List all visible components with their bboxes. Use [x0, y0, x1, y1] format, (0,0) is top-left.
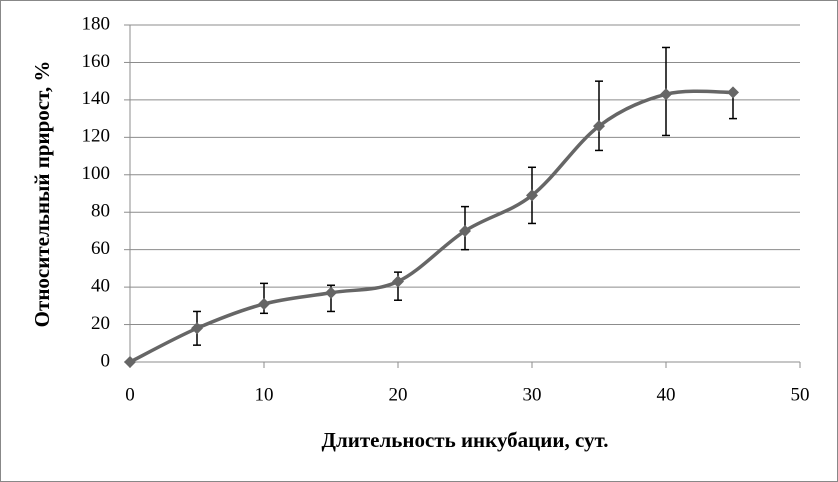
y-tick-label: 20 — [91, 313, 110, 334]
marker — [392, 275, 404, 288]
x-tick-label: 10 — [255, 384, 274, 405]
y-tick-label: 180 — [82, 13, 111, 34]
error-bar — [595, 80, 603, 152]
marker — [325, 286, 337, 299]
marker — [258, 297, 270, 310]
marker — [593, 120, 605, 133]
x-tick-label: 0 — [125, 384, 135, 405]
data-line — [129, 89, 734, 364]
y-tick-label: 0 — [101, 350, 111, 371]
marker — [727, 86, 739, 99]
x-tick-label: 30 — [523, 384, 542, 405]
x-tick-label: 40 — [657, 384, 676, 405]
y-tick-label: 60 — [91, 238, 110, 259]
y-tick-label: 160 — [82, 51, 111, 72]
y-tick-label: 40 — [91, 275, 110, 296]
marker — [124, 356, 136, 368]
y-axis-title: Относительный прирост, % — [30, 61, 54, 328]
marker — [660, 88, 672, 101]
x-tick-label: 20 — [389, 384, 408, 405]
y-tick-label: 100 — [82, 163, 111, 184]
x-tick-label: 50 — [791, 384, 810, 405]
marker — [459, 224, 471, 237]
y-tick-label: 80 — [91, 201, 110, 222]
y-tick-label: 140 — [82, 88, 111, 109]
marker — [191, 322, 203, 335]
marker — [526, 189, 538, 202]
y-tick-label: 120 — [82, 126, 111, 147]
x-axis-title: Длительность инкубации, сут. — [322, 428, 609, 452]
